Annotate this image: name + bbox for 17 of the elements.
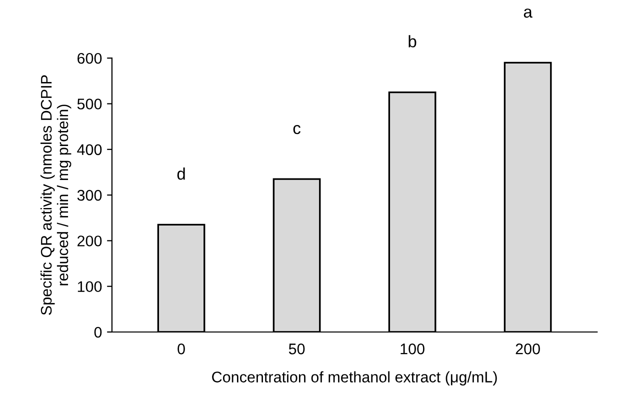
y-axis-title: Specific QR activity (nmoles DCPIP reduced / min / mg protein) (40, 75, 72, 315)
data-label: c (293, 124, 301, 134)
x-tick-label: 100 (400, 344, 424, 354)
data-label: b (408, 35, 416, 48)
y-tick-label: 0 (94, 326, 102, 338)
x-tick-label: 200 (516, 344, 540, 354)
y-tick-label: 100 (78, 281, 102, 292)
x-tick-label: 0 (178, 344, 185, 354)
data-label: d (177, 168, 185, 180)
y-tick-label: 300 (77, 190, 102, 201)
y-tick-label: 200 (78, 236, 102, 246)
data-label: a (524, 8, 532, 18)
y-tick-label: 400 (77, 144, 102, 156)
x-axis-title: Concentration of methanol extract (μg/mL) (212, 371, 497, 386)
x-tick-label: 50 (288, 344, 305, 354)
y-tick-label: 600 (78, 52, 102, 64)
y-tick-label: 500 (77, 98, 102, 110)
